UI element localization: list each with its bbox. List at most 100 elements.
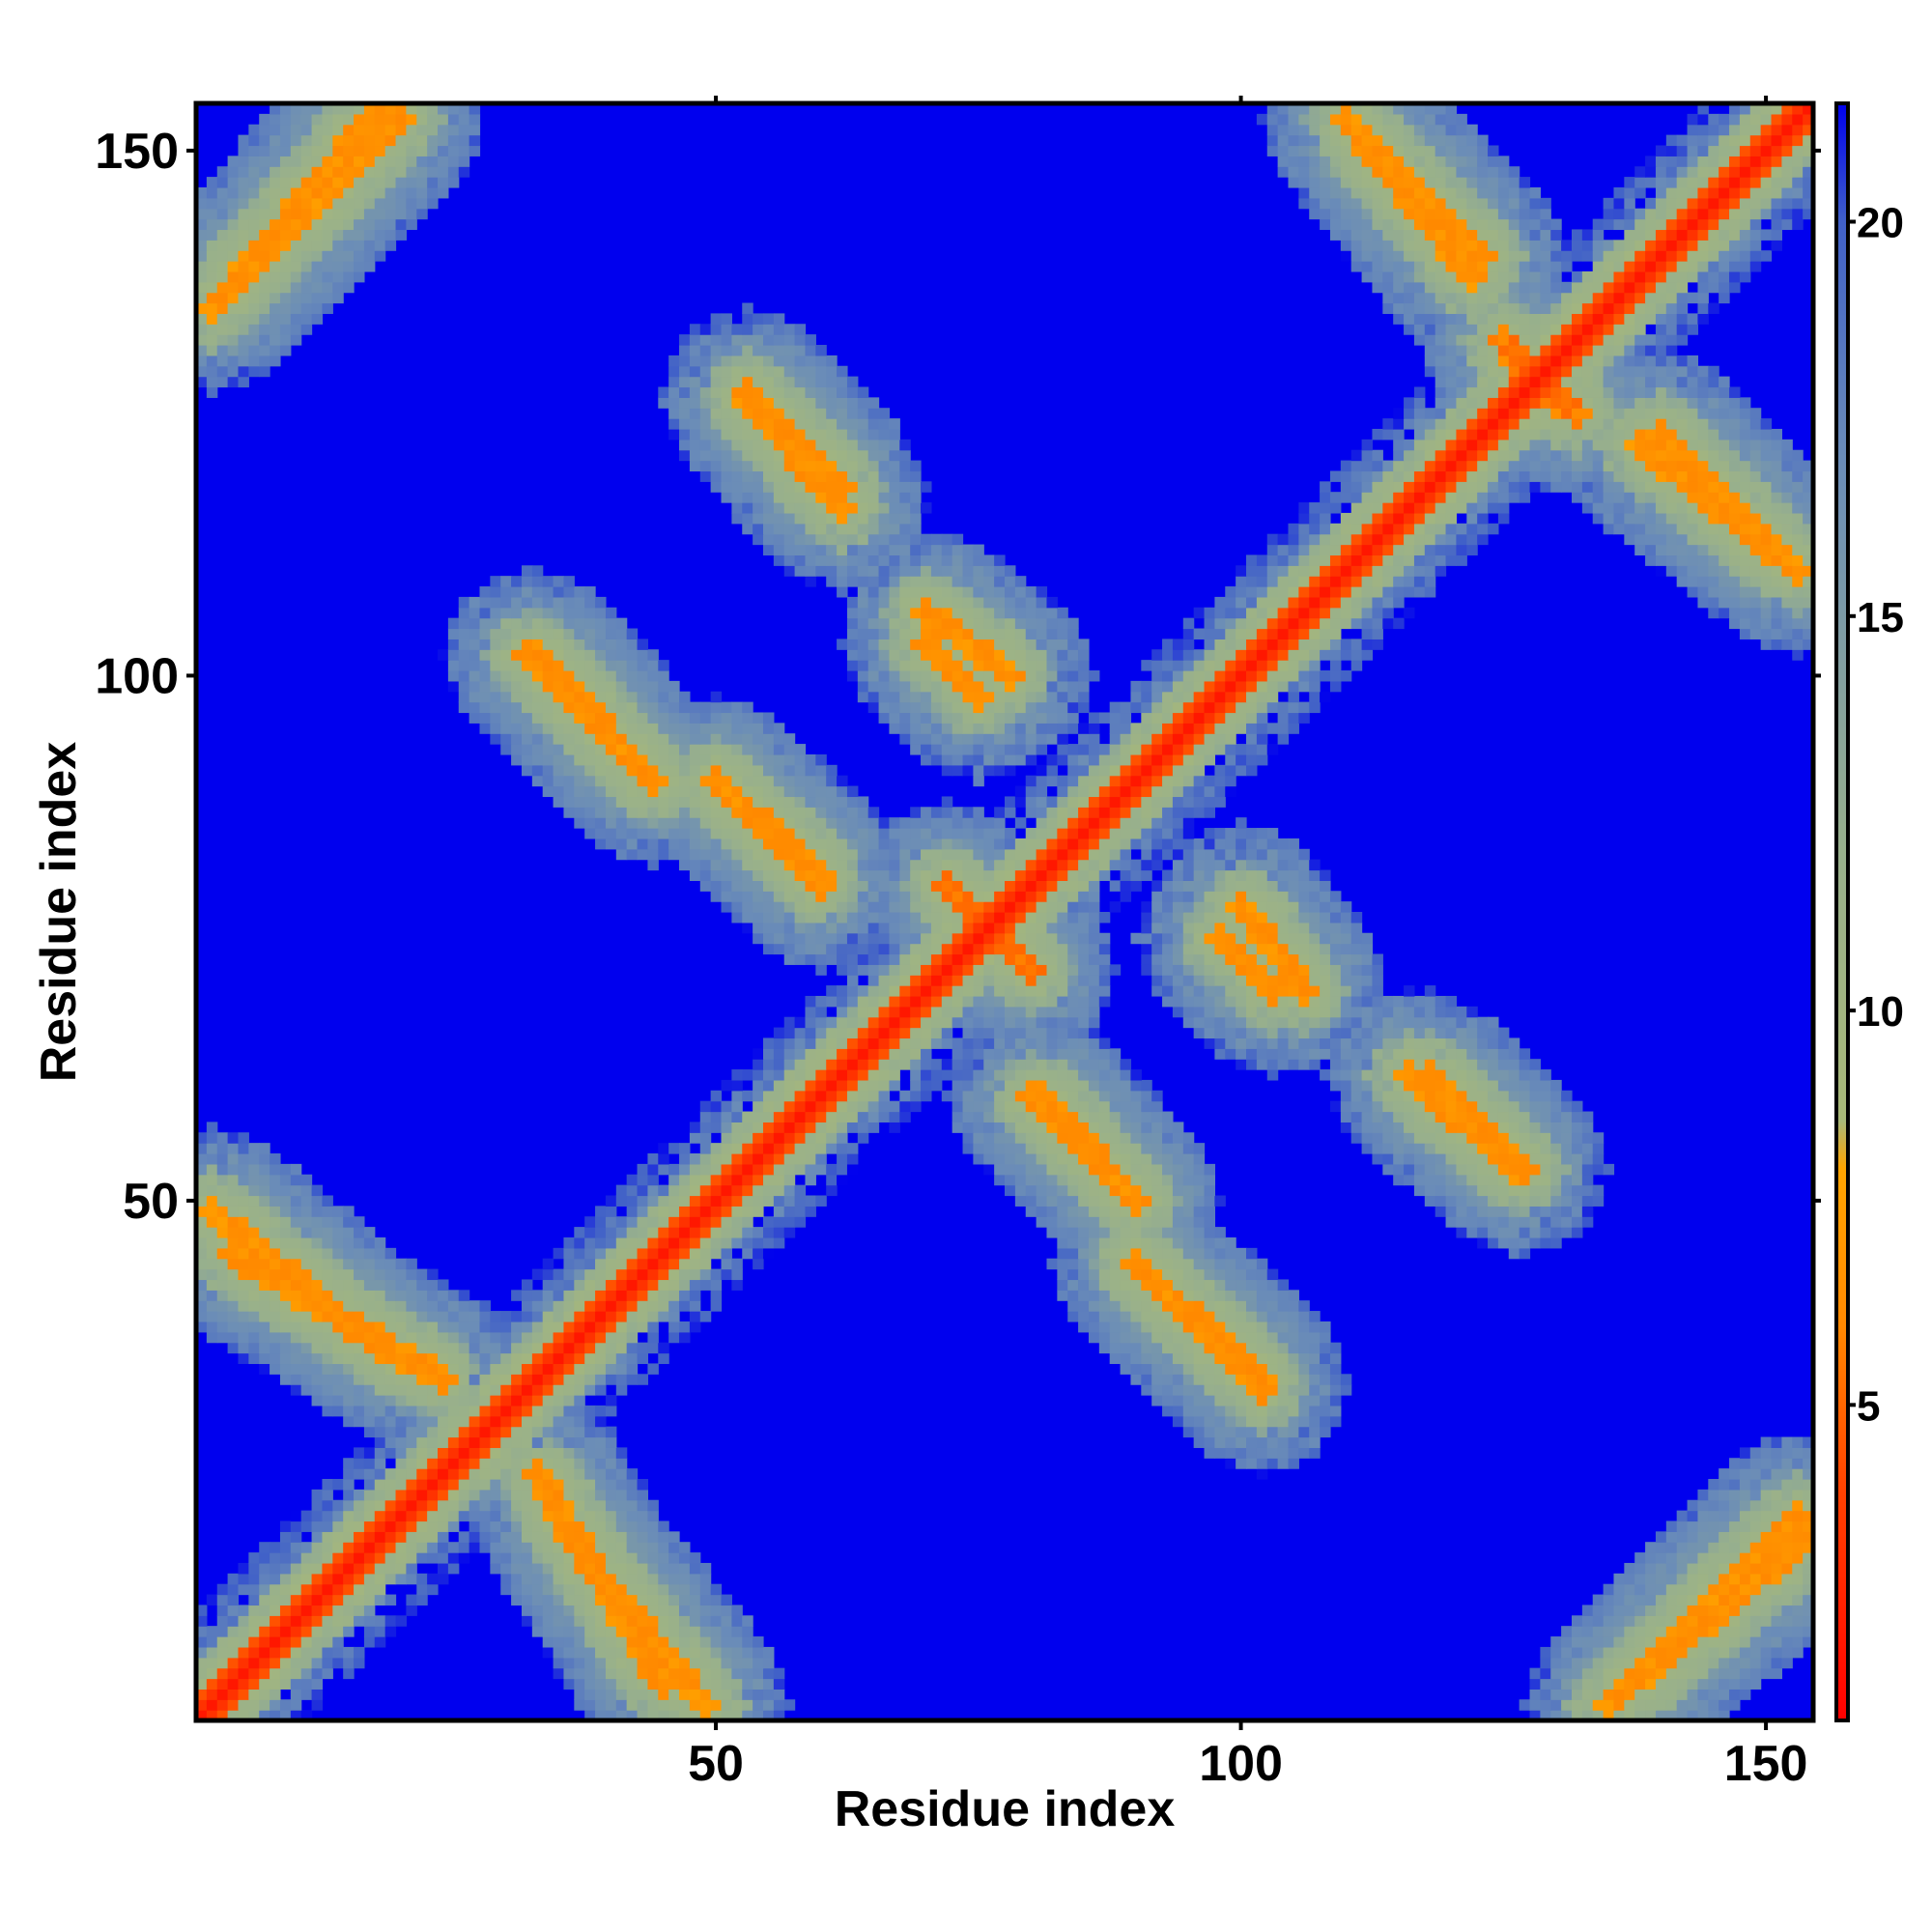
heatmap-cell <box>1613 1657 1625 1669</box>
heatmap-cell <box>952 953 964 965</box>
heatmap-cell <box>1204 1027 1215 1039</box>
heatmap-cell <box>1298 1384 1310 1396</box>
heatmap-cell <box>1014 985 1027 997</box>
heatmap-cell <box>500 1321 512 1333</box>
heatmap-cell <box>1320 1331 1331 1344</box>
heatmap-cell <box>753 1111 764 1122</box>
heatmap-cell <box>322 1626 333 1637</box>
heatmap-cell <box>363 1321 376 1333</box>
heatmap-cell <box>1162 1395 1174 1406</box>
heatmap-cell <box>626 828 639 839</box>
heatmap-cell <box>1067 1090 1079 1102</box>
heatmap-cell <box>1057 838 1068 850</box>
heatmap-cell <box>1057 964 1068 976</box>
heatmap-cell <box>1036 869 1048 881</box>
heatmap-cell <box>1078 985 1090 997</box>
heatmap-cell <box>479 1384 491 1396</box>
heatmap-cell <box>1309 1426 1321 1438</box>
heatmap-cell <box>1456 1016 1467 1029</box>
heatmap-cell <box>1529 1122 1541 1133</box>
heatmap-cell <box>1320 922 1331 934</box>
heatmap-cell <box>1550 1184 1562 1197</box>
heatmap-cell <box>1204 953 1215 965</box>
heatmap-cell <box>878 828 891 839</box>
heatmap-cell <box>1729 1657 1741 1669</box>
heatmap-cell <box>721 1122 732 1133</box>
heatmap-cell <box>1749 1458 1762 1469</box>
heatmap-cell <box>1036 1048 1048 1060</box>
heatmap-cell <box>1162 1331 1174 1344</box>
heatmap-cell <box>553 1562 565 1575</box>
heatmap-cell <box>1014 880 1027 892</box>
heatmap-cell <box>1098 1090 1111 1102</box>
heatmap-cell <box>1581 1667 1594 1680</box>
heatmap-cell <box>384 1321 397 1333</box>
heatmap-cell <box>1382 1027 1394 1039</box>
heatmap-cell <box>563 1268 575 1281</box>
heatmap-cell <box>1655 1689 1667 1700</box>
heatmap-cell <box>438 1279 449 1291</box>
heatmap-cell <box>1288 912 1299 923</box>
heatmap-cell <box>1246 1405 1258 1417</box>
heatmap-cell <box>374 1489 386 1501</box>
heatmap-cell <box>279 1636 292 1648</box>
heatmap-cell <box>311 1594 324 1606</box>
heatmap-cell <box>753 1174 764 1186</box>
heatmap-cell <box>1456 1090 1467 1102</box>
heatmap-cell <box>1098 953 1111 965</box>
heatmap-cell <box>1025 1100 1037 1113</box>
heatmap-cell <box>710 1615 723 1627</box>
heatmap-cell <box>658 1657 669 1669</box>
heatmap-cell <box>1046 932 1058 945</box>
heatmap-cell <box>899 922 911 934</box>
heatmap-cell <box>458 1542 470 1553</box>
heatmap-cell <box>1340 1122 1352 1133</box>
heatmap-cell <box>1193 953 1206 965</box>
heatmap-cell <box>1719 1689 1730 1700</box>
heatmap-cell <box>1057 985 1068 997</box>
heatmap-cell <box>1130 1331 1142 1344</box>
heatmap-cell <box>1098 1268 1111 1281</box>
heatmap-cell <box>1760 1583 1773 1596</box>
heatmap-cell <box>1005 1048 1016 1060</box>
heatmap-cell <box>1078 1321 1090 1333</box>
heatmap-cell <box>1350 975 1363 986</box>
heatmap-cell <box>1309 995 1321 1008</box>
heatmap-cell <box>1676 1678 1689 1690</box>
heatmap-cell <box>279 1352 292 1365</box>
heatmap-cell <box>941 859 953 871</box>
heatmap-cell <box>1098 1048 1111 1060</box>
heatmap-cell <box>962 1048 974 1060</box>
heatmap-cell <box>615 1520 628 1532</box>
heatmap-cell <box>1172 1163 1184 1176</box>
heatmap-cell <box>469 1352 481 1365</box>
heatmap-cell <box>416 1499 428 1512</box>
heatmap-cell <box>773 859 785 871</box>
heatmap-cell <box>637 1678 649 1690</box>
heatmap-cell <box>395 1542 407 1553</box>
heatmap-cell <box>1266 1300 1279 1312</box>
heatmap-cell <box>689 1626 701 1637</box>
heatmap-cell <box>1676 1667 1689 1680</box>
heatmap-cell <box>1214 964 1226 976</box>
heatmap-cell <box>721 859 732 871</box>
heatmap-cell <box>500 1489 512 1501</box>
heatmap-cell <box>1046 1195 1058 1207</box>
heatmap-cell <box>1477 1079 1489 1092</box>
heatmap-cell <box>1488 1048 1499 1060</box>
heatmap-cell <box>1382 1090 1405 1102</box>
heatmap-cell <box>1277 953 1290 965</box>
heatmap-cell <box>1005 848 1016 861</box>
heatmap-cell <box>1088 1195 1100 1207</box>
heatmap-cell <box>1057 1079 1068 1092</box>
heatmap-cell <box>1803 1626 1814 1637</box>
heatmap-cell <box>1266 1447 1279 1459</box>
heatmap-cell <box>615 1646 628 1659</box>
heatmap-cell <box>1078 828 1090 839</box>
heatmap-cell <box>1288 1405 1299 1417</box>
heatmap-cell <box>1309 975 1321 986</box>
heatmap-cell <box>1760 1667 1782 1680</box>
heatmap-cell <box>290 1227 302 1238</box>
heatmap-cell <box>605 1363 617 1375</box>
heatmap-cell <box>1204 1006 1215 1018</box>
